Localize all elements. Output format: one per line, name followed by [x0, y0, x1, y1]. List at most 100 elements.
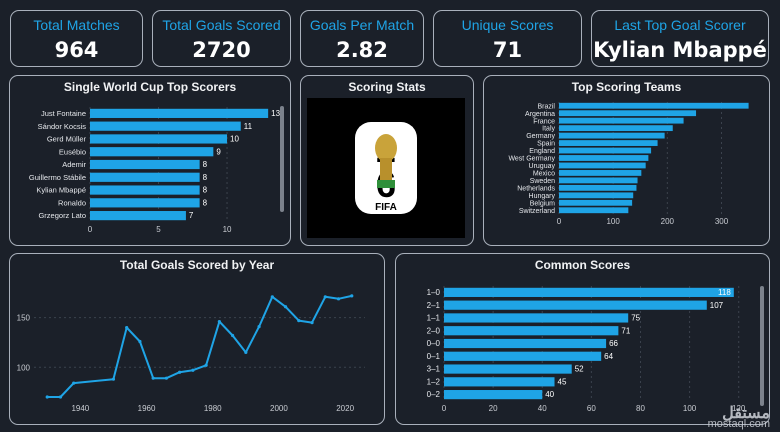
chart-title: Common Scores — [534, 258, 631, 272]
kpi-card-total-matches: Total Matches 964 — [10, 10, 143, 67]
bar[interactable] — [444, 364, 572, 374]
data-point[interactable] — [111, 377, 116, 381]
data-point[interactable] — [151, 376, 155, 380]
x-tick-label: 60 — [587, 404, 596, 413]
chart-title: Single World Cup Top Scorers — [63, 80, 237, 94]
x-tick-label: 5 — [156, 225, 161, 234]
kpi-value: 964 — [54, 38, 99, 62]
data-label: 64 — [604, 352, 613, 361]
category-label: West Germany — [508, 156, 555, 163]
data-label: 118 — [718, 288, 731, 297]
kpi-card-unique-scores: Unique Scores 71 — [433, 10, 582, 67]
category-label: 1–1 — [427, 314, 441, 323]
goals-by-year-chart: 100 150 1940 1960 1980 2000 2020 — [17, 294, 365, 413]
x-tick-label: 80 — [636, 404, 645, 413]
scrollbar-thumb[interactable] — [760, 286, 764, 406]
data-point[interactable] — [323, 295, 327, 299]
bar[interactable] — [559, 184, 637, 191]
bar[interactable] — [559, 199, 633, 206]
bar[interactable] — [559, 170, 642, 176]
series-line[interactable] — [47, 294, 353, 398]
data-point[interactable] — [270, 295, 274, 299]
x-tick-label: 2020 — [336, 404, 354, 413]
data-label: 40 — [545, 390, 554, 399]
bar[interactable] — [444, 351, 602, 361]
data-label: 66 — [609, 339, 618, 348]
category-label: France — [533, 118, 555, 125]
data-point[interactable] — [45, 395, 49, 399]
bar[interactable] — [444, 390, 543, 400]
trophy-icon — [375, 134, 397, 188]
bar[interactable] — [559, 147, 652, 154]
kpi-label: Total Goals Scored — [162, 17, 281, 33]
data-point[interactable] — [297, 319, 301, 323]
bar[interactable] — [90, 172, 200, 182]
bar[interactable] — [559, 155, 649, 161]
watermark-latin: mostaql.com — [707, 418, 770, 430]
bar[interactable] — [559, 162, 646, 169]
top-teams-chart: 0 100 200 300 BrazilArgentinaFranceItalyGerm… — [508, 102, 749, 226]
bar[interactable] — [90, 134, 228, 144]
data-point[interactable] — [231, 333, 235, 338]
bar[interactable] — [559, 207, 629, 214]
bar[interactable] — [90, 198, 200, 208]
category-label: Guillermo Stábile — [29, 173, 86, 182]
x-tick-label: 100 — [606, 217, 620, 226]
data-point[interactable] — [178, 370, 182, 374]
data-point[interactable] — [283, 305, 288, 309]
bar[interactable] — [90, 159, 200, 170]
category-label: Brazil — [537, 103, 555, 110]
kpi-value: 2.82 — [336, 38, 388, 62]
data-point[interactable] — [164, 376, 168, 380]
bar[interactable] — [90, 147, 214, 157]
data-point[interactable] — [58, 395, 63, 399]
bar[interactable] — [90, 211, 186, 221]
bar[interactable] — [444, 300, 707, 310]
category-label: Mexico — [533, 171, 555, 178]
watermark: مستقل mostaql.com — [707, 406, 770, 430]
data-point[interactable] — [217, 320, 221, 324]
chart-title: Top Scoring Teams — [571, 80, 682, 94]
data-label: 71 — [621, 326, 630, 335]
kpi-card-total-goals: Total Goals Scored 2720 — [152, 10, 291, 67]
data-point[interactable] — [336, 297, 341, 301]
bar[interactable] — [444, 287, 734, 297]
x-tick-label: 10 — [223, 225, 232, 234]
scrollbar-thumb[interactable] — [280, 106, 284, 212]
bar[interactable] — [559, 125, 673, 132]
data-point[interactable] — [310, 321, 314, 325]
category-label: Uruguay — [529, 163, 556, 170]
bar[interactable] — [559, 192, 634, 199]
data-point[interactable] — [125, 325, 129, 330]
category-label: 1–0 — [427, 288, 441, 297]
data-point[interactable] — [244, 350, 248, 354]
x-tick-label: 200 — [661, 217, 675, 226]
bar[interactable] — [559, 132, 665, 139]
fifa-world-cup-logo: 2 6 FIFA — [307, 98, 465, 238]
bar[interactable] — [559, 102, 749, 109]
bar[interactable] — [559, 177, 638, 184]
data-point[interactable] — [204, 363, 208, 367]
bar[interactable] — [559, 117, 684, 124]
category-label: 0–1 — [427, 352, 441, 361]
bar[interactable] — [90, 185, 200, 195]
data-point[interactable] — [350, 294, 354, 298]
category-label: 2–1 — [427, 301, 441, 310]
bar[interactable] — [444, 338, 607, 349]
kpi-label: Total Matches — [33, 17, 120, 33]
bar[interactable] — [444, 377, 555, 387]
data-point[interactable] — [72, 381, 76, 385]
bar[interactable] — [444, 313, 629, 323]
bar[interactable] — [90, 108, 269, 118]
kpi-card-goals-per-match: Goals Per Match 2.82 — [300, 10, 424, 67]
data-label: 13 — [271, 109, 280, 118]
bar[interactable] — [559, 110, 697, 117]
bar[interactable] — [444, 326, 619, 336]
x-tick-label: 2000 — [270, 404, 288, 413]
data-point[interactable] — [257, 324, 261, 329]
data-point[interactable] — [191, 368, 195, 372]
bar[interactable] — [90, 121, 241, 131]
data-point[interactable] — [138, 339, 142, 344]
bar[interactable] — [559, 140, 658, 146]
kpi-label: Goals Per Match — [309, 17, 415, 33]
